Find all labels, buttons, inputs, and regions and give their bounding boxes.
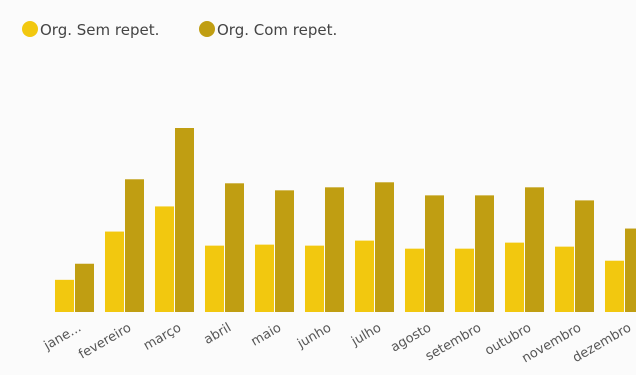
bar-sem-repet-10[interactable] bbox=[555, 246, 574, 312]
bar-com-repet-0[interactable] bbox=[75, 263, 94, 312]
bar-com-repet-8[interactable] bbox=[475, 195, 494, 312]
bar-com-repet-11[interactable] bbox=[625, 228, 636, 312]
bar-sem-repet-7[interactable] bbox=[405, 248, 424, 312]
x-tick-label: maio bbox=[249, 320, 284, 349]
x-tick-label: abril bbox=[202, 320, 234, 347]
bar-com-repet-3[interactable] bbox=[225, 183, 244, 312]
x-tick-label: julho bbox=[348, 320, 384, 349]
bar-sem-repet-0[interactable] bbox=[55, 279, 74, 312]
bar-sem-repet-2[interactable] bbox=[155, 206, 174, 312]
legend: Org. Sem repet. Org. Com repet. bbox=[22, 21, 337, 39]
legend-item-com-repet[interactable]: Org. Com repet. bbox=[199, 21, 337, 39]
bar-sem-repet-5[interactable] bbox=[305, 245, 324, 312]
bar-sem-repet-8[interactable] bbox=[455, 248, 474, 312]
bars-group bbox=[55, 128, 636, 312]
legend-marker-com-repet bbox=[199, 21, 215, 37]
bar-sem-repet-1[interactable] bbox=[105, 231, 124, 312]
bar-com-repet-5[interactable] bbox=[325, 187, 344, 312]
bar-sem-repet-4[interactable] bbox=[255, 244, 274, 312]
x-tick-label: março bbox=[141, 320, 184, 353]
bar-com-repet-10[interactable] bbox=[575, 200, 594, 312]
legend-item-sem-repet[interactable]: Org. Sem repet. bbox=[22, 21, 159, 39]
x-tick-label: fevereiro bbox=[76, 320, 134, 362]
x-axis-labels: jane...fevereiro março abril maio junho julho… bbox=[41, 320, 634, 366]
bar-sem-repet-6[interactable] bbox=[355, 240, 374, 312]
bar-com-repet-2[interactable] bbox=[175, 128, 194, 312]
x-tick-label: setembro bbox=[423, 320, 484, 364]
bar-sem-repet-9[interactable] bbox=[505, 242, 524, 312]
bar-sem-repet-3[interactable] bbox=[205, 245, 224, 312]
x-tick-label: junho bbox=[294, 320, 334, 352]
bar-com-repet-6[interactable] bbox=[375, 182, 394, 312]
bar-sem-repet-11[interactable] bbox=[605, 260, 624, 312]
bar-com-repet-9[interactable] bbox=[525, 187, 544, 312]
bar-com-repet-4[interactable] bbox=[275, 190, 294, 312]
bar-com-repet-7[interactable] bbox=[425, 195, 444, 312]
legend-label-com-repet: Org. Com repet. bbox=[217, 21, 337, 39]
bar-com-repet-1[interactable] bbox=[125, 179, 144, 312]
legend-label-sem-repet: Org. Sem repet. bbox=[40, 21, 159, 39]
legend-marker-sem-repet bbox=[22, 21, 38, 37]
